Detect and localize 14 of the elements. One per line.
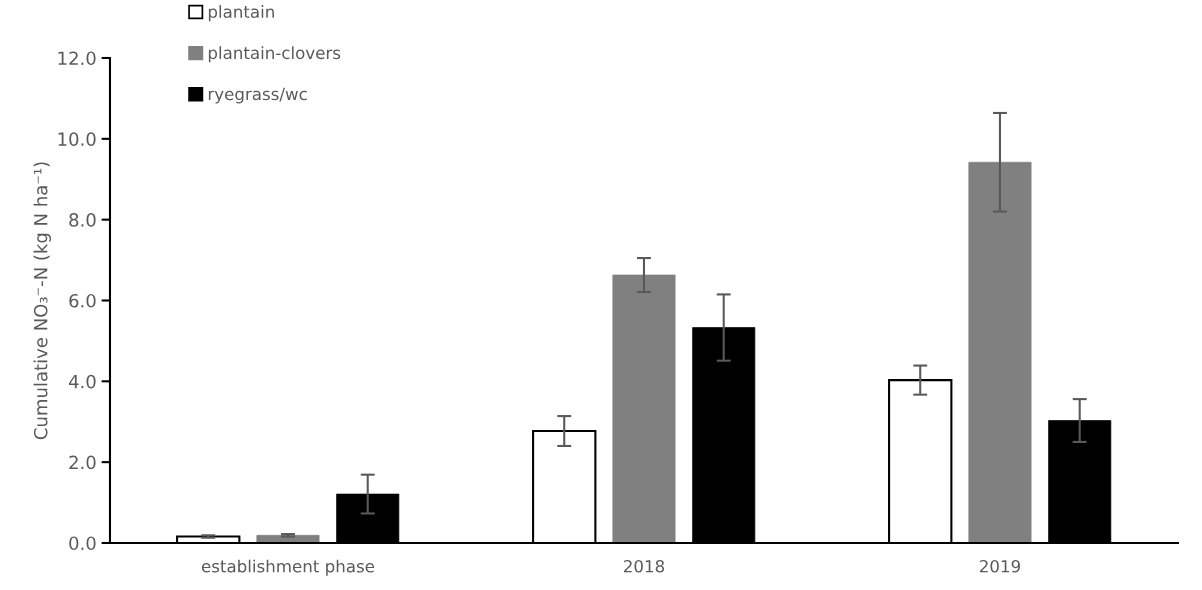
y-tick-label: 0.0: [69, 536, 96, 551]
legend-label: ryegrass/wc: [208, 87, 307, 104]
y-tick-label: 12.0: [58, 51, 96, 66]
legend-label: plantain: [208, 5, 274, 22]
legend-label: plantain-clovers: [208, 46, 341, 63]
y-tick-label: 2.0: [69, 455, 96, 470]
y-tick-label: 4.0: [68, 374, 96, 389]
x-tick-label: 2019: [979, 559, 1020, 573]
y-tick-label: 8.0: [69, 213, 96, 227]
x-tick-label: 2018: [623, 559, 665, 573]
y-axis-title: Cumulative NO₃⁻-N (kg N ha⁻¹): [33, 162, 52, 440]
x-tick-label: establishment phase: [201, 559, 375, 576]
y-tick-label: 10.0: [58, 132, 96, 146]
y-tick-label: 6.0: [69, 293, 96, 308]
